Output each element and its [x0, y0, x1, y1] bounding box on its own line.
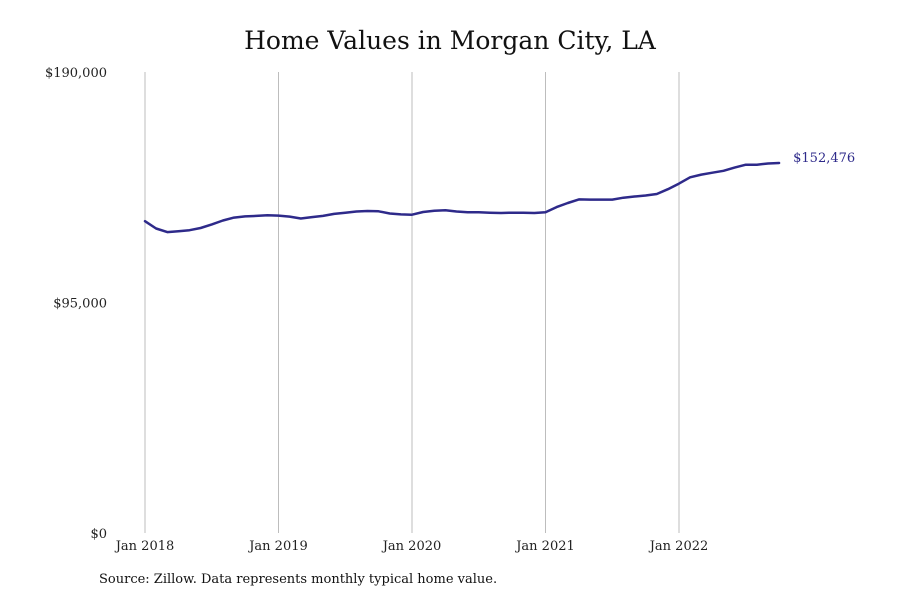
- x-axis: Jan 2018 Jan 2019 Jan 2020 Jan 2021 Jan 2022: [114, 539, 709, 554]
- y-tick-label: $190,000: [45, 66, 107, 81]
- x-tick-label: Jan 2020: [381, 539, 442, 554]
- source-note: Source: Zillow. Data represents monthly …: [99, 572, 498, 587]
- series-line: [143, 161, 781, 234]
- x-tick-label: Jan 2021: [514, 539, 575, 554]
- x-tick-label: Jan 2018: [114, 539, 175, 554]
- x-tick-label: Jan 2022: [648, 539, 709, 554]
- gridlines: [144, 72, 680, 533]
- end-value-label: $152,476: [793, 151, 855, 166]
- x-tick-label: Jan 2019: [247, 539, 308, 554]
- y-axis: $0 $95,000 $190,000: [45, 66, 107, 542]
- y-tick-label: $95,000: [53, 297, 107, 312]
- y-tick-label: $0: [90, 527, 107, 542]
- chart-title: Home Values in Morgan City, LA: [244, 26, 656, 55]
